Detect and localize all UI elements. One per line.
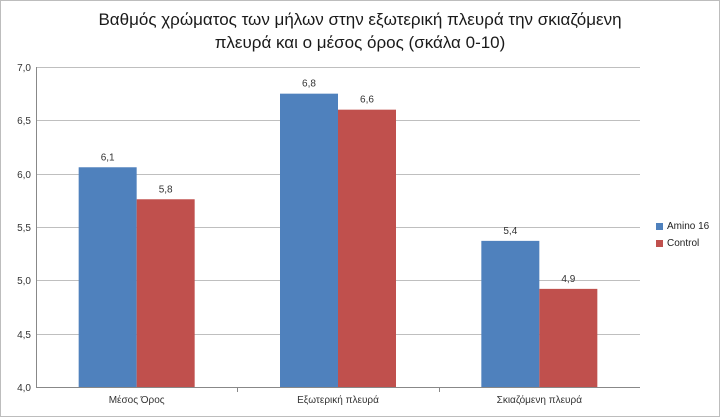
legend-label-amino: Amino 16: [667, 221, 710, 232]
y-tick-label: 5,0: [17, 276, 31, 287]
y-tick-label: 4,5: [17, 330, 31, 341]
x-tick-label: Μέσος Όρος: [109, 394, 165, 406]
data-label: 6,8: [302, 79, 316, 90]
legend-item-control: Control: [656, 235, 709, 252]
chart-title-line-1: Βαθμός χρώματος των μήλων στην εξωτερική…: [98, 10, 622, 29]
x-tick-label: Σκιαζόμενη πλευρά: [497, 394, 583, 406]
y-tick-label: 7,0: [17, 63, 31, 74]
legend-label-control: Control: [667, 238, 700, 249]
bar: [338, 109, 396, 388]
bar: [78, 167, 137, 387]
bar: [481, 240, 540, 387]
bar: [136, 199, 195, 387]
legend-item-amino: Amino 16: [656, 218, 709, 235]
bar: [280, 93, 338, 388]
y-tick-label: 5,5: [17, 223, 31, 234]
legend-swatch-control: [656, 240, 663, 247]
y-tick-label: 6,0: [17, 170, 31, 181]
bar: [539, 288, 598, 387]
y-tick-label: 4,0: [17, 383, 31, 394]
x-tick-label: Εξωτερική πλευρά: [297, 394, 379, 406]
data-label: 6,6: [360, 95, 374, 106]
legend: Amino 16 Control: [656, 218, 709, 252]
data-label: 5,8: [159, 184, 173, 195]
chart-title: Βαθμός χρώματος των μήλων στην εξωτερική…: [40, 8, 680, 54]
data-label: 4,9: [561, 274, 575, 285]
data-label: 5,4: [503, 226, 517, 237]
y-tick-label: 6,5: [17, 116, 31, 127]
data-label: 6,1: [101, 152, 115, 163]
legend-swatch-amino: [656, 223, 663, 230]
chart-title-line-2: πλευρά και ο μέσος όρος (σκάλα 0-10): [214, 33, 506, 52]
